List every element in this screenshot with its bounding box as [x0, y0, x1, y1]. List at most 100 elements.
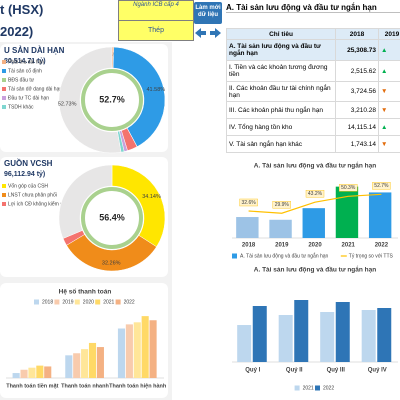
x-tick-label: 2022	[375, 243, 389, 249]
row: I. Tiền và các khoản tương đương tiền 2,5…	[226, 60, 400, 82]
x-tick-label: 2020	[308, 243, 322, 249]
legend-label: Đầu tư TC dài hạn	[8, 95, 49, 101]
chart-title: Hệ số thanh toán	[59, 288, 112, 296]
legend-swatch	[2, 193, 6, 197]
legend-swatch	[294, 385, 300, 391]
arrow-left[interactable]	[195, 28, 206, 38]
page-subtitle: 2022)	[0, 24, 34, 39]
page-title: t (HSX)	[0, 2, 44, 17]
legend-swatch	[54, 299, 60, 305]
section-title: A. Tài sản lưu động và đầu tư ngắn hạn	[226, 3, 400, 13]
donut-segment	[58, 46, 122, 154]
chart-title: U SẢN DÀI HẠN	[4, 46, 65, 55]
bar	[20, 369, 28, 378]
row-label: III. Các khoản phải thu ngắn hạn	[226, 101, 336, 119]
x-tick-label: Thanh toán tiền mặt	[6, 383, 58, 389]
x-tick-label: Quý IV	[368, 368, 387, 374]
legend-label: 2022	[323, 385, 334, 391]
column-header: 2019	[378, 28, 400, 40]
donut-segment	[58, 164, 113, 239]
x-tick-label: Thanh toán hiện hành	[109, 383, 167, 389]
data-label: 0.55%	[105, 52, 121, 58]
cell: 3,724.56	[335, 81, 379, 102]
legend-label: Lợi ích CĐ không kiểm soát	[8, 200, 70, 207]
bar	[278, 315, 293, 362]
legend-label: Tài sản cố định	[8, 68, 42, 74]
legend-swatch	[2, 202, 6, 206]
data-label: 52.7%	[374, 183, 389, 189]
row: A. Tài sản lưu động và đầu tư ngắn hạn 25…	[226, 39, 400, 61]
trend-up: ▲	[378, 39, 400, 61]
data-label: 50.3%	[341, 185, 356, 191]
bar	[335, 302, 350, 362]
legend-label: Tài sản dở dang dài hạn	[8, 85, 62, 92]
x-tick-label: Quý III	[327, 368, 346, 374]
cell: 25,308.73	[335, 39, 379, 61]
cell: 2,515.62	[335, 60, 379, 82]
chart-title: GUỒN VCSH	[4, 158, 53, 168]
line	[248, 193, 382, 214]
row-label: II. Các khoản đầu tư tài chính ngắn hạn	[226, 81, 336, 102]
bar	[377, 308, 392, 362]
row: IV. Tổng hàng tồn kho 14,115.14 ▲	[226, 118, 400, 136]
header-row: Chỉ tiêu 2018 2019	[226, 28, 400, 40]
cell: 1,743.14	[335, 135, 379, 153]
bar	[236, 217, 259, 238]
row: V. Tài sản ngắn hạn khác 1,743.14 ▼	[226, 135, 400, 153]
legend-label: BĐS đầu tư	[8, 77, 35, 83]
legend-label: 2020	[83, 299, 94, 305]
data-label: 41.58%	[146, 87, 165, 93]
x-tick-label: Thanh toán nhanh	[61, 383, 109, 389]
chart-title: A. Tài sản lưu động và đầu tư ngắn hạn	[254, 161, 376, 170]
bar	[88, 342, 97, 378]
data-label: 52.73%	[58, 101, 77, 107]
bar	[269, 219, 292, 238]
legend-swatch	[2, 184, 6, 188]
x-tick-label: Quý I	[245, 368, 260, 374]
row-label: A. Tài sản lưu động và đầu tư ngắn hạn	[226, 39, 336, 61]
bar	[335, 186, 359, 238]
bar	[320, 312, 335, 362]
legend-swatch	[315, 385, 320, 391]
column-header: 2018	[335, 28, 379, 40]
legend-label: 2018	[42, 299, 53, 305]
legend-label: Vốn góp của CSH	[8, 182, 48, 189]
bar	[73, 353, 81, 378]
legend-swatch	[232, 253, 237, 259]
chart-subtitle: 96,112.94 tỷ)	[4, 171, 45, 178]
legend-label: LNST chưa phân phối	[8, 192, 57, 198]
bar	[252, 306, 267, 362]
legend-label: TSDH khác	[8, 104, 34, 110]
x-tick-label: 2019	[275, 243, 289, 249]
chart-title: A. Tài sản lưu động và đầu tư ngắn hạn	[254, 265, 376, 274]
label-box	[372, 182, 391, 190]
bar	[28, 367, 36, 378]
column-header: Chỉ tiêu	[226, 28, 336, 40]
bar	[133, 322, 141, 378]
bar	[237, 325, 252, 362]
bar	[81, 349, 89, 378]
chart-subtitle: 80,514.71 tỷ)	[4, 58, 46, 65]
label-box	[272, 201, 291, 209]
donut-inner	[81, 69, 143, 131]
label-box	[239, 198, 258, 207]
legend-label: A. Tài sản lưu động và đầu tư ngắn hạn	[240, 252, 329, 259]
label-box	[305, 190, 325, 198]
bar	[96, 347, 104, 378]
trend-up: ▲	[378, 118, 400, 136]
row: III. Các khoản phải thu ngắn hạn 3,210.28…	[226, 101, 400, 119]
legend-swatch	[2, 96, 6, 100]
bar	[368, 192, 392, 238]
trend-down: ▼	[378, 135, 400, 153]
data-label: 43.2%	[308, 191, 323, 197]
legend-swatch	[2, 78, 6, 82]
data-label: 32.26%	[102, 260, 121, 266]
bar	[302, 208, 325, 238]
data-table: Chỉ tiêu 2018 2019 A. Tài sản lưu động v…	[226, 28, 400, 153]
refresh-button[interactable]: Làm mới dữ liệu	[194, 2, 222, 24]
data-label: 29.9%	[275, 202, 290, 208]
arrow-right[interactable]	[210, 28, 221, 38]
bar	[149, 320, 157, 378]
